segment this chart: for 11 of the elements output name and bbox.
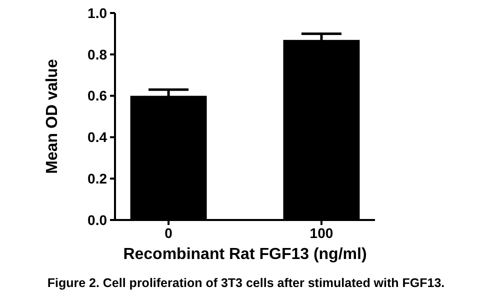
- y-tick-label: 1.0: [88, 4, 108, 21]
- x-tick-label: 0: [164, 225, 173, 241]
- caption: Figure 2. Cell proliferation of 3T3 cells after stimulated with FGF13.: [47, 276, 445, 290]
- x-tick-label: 100: [310, 225, 334, 241]
- y-tick-label: 0.2: [88, 170, 108, 186]
- y-axis-title: Mean OD value: [44, 59, 61, 174]
- y-tick-label: 0.6: [88, 88, 108, 104]
- x-axis-title: Recombinant Rat FGF13 (ng/ml): [123, 246, 367, 263]
- y-tick-label: 0.4: [88, 129, 108, 146]
- y-tick-label: 0.8: [88, 46, 108, 62]
- y-tick-label: 0.0: [88, 212, 108, 228]
